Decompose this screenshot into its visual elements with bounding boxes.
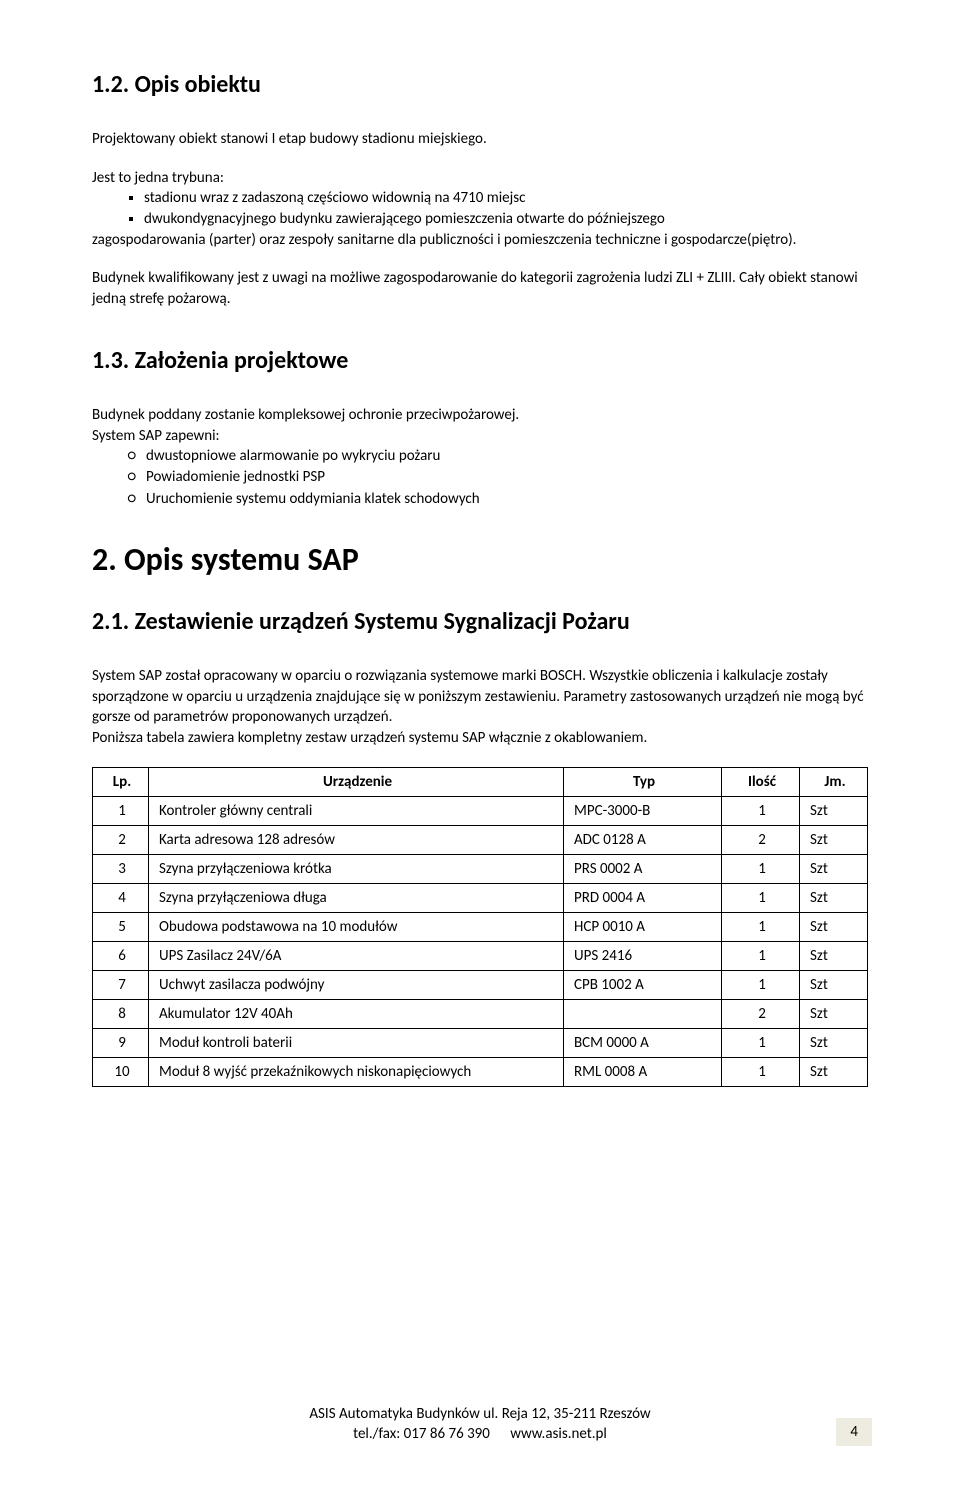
cell-urzadzenie: Szyna przyłączeniowa krótka [149, 854, 564, 883]
table-row: 1Kontroler główny centraliMPC-3000-B1Szt [93, 796, 868, 825]
cell-urzadzenie: Karta adresowa 128 adresów [149, 825, 564, 854]
cell-lp: 5 [93, 912, 149, 941]
devices-table: Lp. Urządzenie Typ Ilość Jm. 1Kontroler … [92, 767, 868, 1087]
heading-2: 2. Opis systemu SAP [92, 540, 868, 579]
bullet-list: dwustopniowe alarmowanie po wykryciu poż… [92, 446, 868, 510]
paragraph: Jest to jedna trybuna: [92, 168, 868, 189]
cell-typ [564, 999, 722, 1028]
cell-jm: Szt [800, 912, 868, 941]
paragraph: Projektowany obiekt stanowi I etap budow… [92, 129, 868, 150]
cell-lp: 2 [93, 825, 149, 854]
list-item: Uruchomienie systemu oddymiania klatek s… [146, 489, 868, 510]
cell-typ: CPB 1002 A [564, 970, 722, 999]
cell-urzadzenie: UPS Zasilacz 24V/6A [149, 941, 564, 970]
paragraph: Poniższa tabela zawiera kompletny zestaw… [92, 728, 868, 749]
table-header-row: Lp. Urządzenie Typ Ilość Jm. [93, 767, 868, 796]
cell-ilosc: 1 [722, 1028, 800, 1057]
list-item: Powiadomienie jednostki PSP [146, 467, 868, 488]
page-footer: ASIS Automatyka Budynków ul. Reja 12, 35… [0, 1405, 960, 1444]
paragraph: zagospodarowania (parter) oraz zespoły s… [92, 230, 868, 251]
cell-typ: HCP 0010 A [564, 912, 722, 941]
cell-lp: 1 [93, 796, 149, 825]
col-header-ilosc: Ilość [722, 767, 800, 796]
page-number: 4 [836, 1418, 872, 1446]
cell-jm: Szt [800, 1057, 868, 1086]
cell-jm: Szt [800, 825, 868, 854]
heading-1-2: 1.2. Opis obiektu [92, 70, 868, 99]
cell-lp: 10 [93, 1057, 149, 1086]
table-row: 9Moduł kontroli bateriiBCM 0000 A1Szt [93, 1028, 868, 1057]
cell-typ: ADC 0128 A [564, 825, 722, 854]
table-row: 3Szyna przyłączeniowa krótkaPRS 0002 A1S… [93, 854, 868, 883]
cell-urzadzenie: Uchwyt zasilacza podwójny [149, 970, 564, 999]
cell-lp: 9 [93, 1028, 149, 1057]
table-row: 6UPS Zasilacz 24V/6AUPS 24161Szt [93, 941, 868, 970]
cell-lp: 4 [93, 883, 149, 912]
cell-jm: Szt [800, 883, 868, 912]
table-row: 8Akumulator 12V 40Ah 2Szt [93, 999, 868, 1028]
cell-typ: BCM 0000 A [564, 1028, 722, 1057]
paragraph: System SAP został opracowany w oparciu o… [92, 666, 868, 728]
cell-ilosc: 1 [722, 941, 800, 970]
cell-lp: 8 [93, 999, 149, 1028]
cell-lp: 6 [93, 941, 149, 970]
list-item: dwukondygnacyjnego budynku zawierającego… [144, 209, 868, 230]
cell-ilosc: 2 [722, 999, 800, 1028]
cell-jm: Szt [800, 854, 868, 883]
cell-typ: RML 0008 A [564, 1057, 722, 1086]
document-page: 1.2. Opis obiektu Projektowany obiekt st… [0, 0, 960, 1488]
cell-ilosc: 1 [722, 912, 800, 941]
footer-line1: ASIS Automatyka Budynków ul. Reja 12, 35… [309, 1405, 650, 1423]
table-row: 2Karta adresowa 128 adresówADC 0128 A2Sz… [93, 825, 868, 854]
bullet-list: stadionu wraz z zadaszoną częściowo wido… [92, 188, 868, 229]
cell-ilosc: 1 [722, 1057, 800, 1086]
cell-jm: Szt [800, 999, 868, 1028]
cell-typ: PRS 0002 A [564, 854, 722, 883]
table-row: 5Obudowa podstawowa na 10 modułówHCP 001… [93, 912, 868, 941]
cell-jm: Szt [800, 970, 868, 999]
cell-jm: Szt [800, 941, 868, 970]
cell-ilosc: 1 [722, 883, 800, 912]
cell-lp: 7 [93, 970, 149, 999]
footer-line2: tel./fax: 017 86 76 390 www.asis.net.pl [353, 1425, 607, 1443]
cell-urzadzenie: Moduł kontroli baterii [149, 1028, 564, 1057]
cell-typ: MPC-3000-B [564, 796, 722, 825]
col-header-jm: Jm. [800, 767, 868, 796]
heading-1-3: 1.3. Założenia projektowe [92, 346, 868, 375]
cell-jm: Szt [800, 796, 868, 825]
heading-2-1: 2.1. Zestawienie urządzeń Systemu Sygnal… [92, 607, 868, 636]
cell-urzadzenie: Szyna przyłączeniowa długa [149, 883, 564, 912]
cell-urzadzenie: Obudowa podstawowa na 10 modułów [149, 912, 564, 941]
paragraph: Budynek poddany zostanie kompleksowej oc… [92, 405, 868, 426]
paragraph: System SAP zapewni: [92, 426, 868, 447]
list-item: stadionu wraz z zadaszoną częściowo wido… [144, 188, 868, 209]
col-header-typ: Typ [564, 767, 722, 796]
cell-typ: UPS 2416 [564, 941, 722, 970]
cell-urzadzenie: Akumulator 12V 40Ah [149, 999, 564, 1028]
cell-jm: Szt [800, 1028, 868, 1057]
cell-ilosc: 2 [722, 825, 800, 854]
cell-ilosc: 1 [722, 854, 800, 883]
list-item: dwustopniowe alarmowanie po wykryciu poż… [146, 446, 868, 467]
cell-urzadzenie: Moduł 8 wyjść przekaźnikowych niskonapię… [149, 1057, 564, 1086]
paragraph: Budynek kwalifikowany jest z uwagi na mo… [92, 268, 868, 309]
table-row: 10Moduł 8 wyjść przekaźnikowych niskonap… [93, 1057, 868, 1086]
cell-ilosc: 1 [722, 970, 800, 999]
col-header-lp: Lp. [93, 767, 149, 796]
table-row: 4Szyna przyłączeniowa długaPRD 0004 A1Sz… [93, 883, 868, 912]
cell-ilosc: 1 [722, 796, 800, 825]
col-header-urzadzenie: Urządzenie [149, 767, 564, 796]
cell-urzadzenie: Kontroler główny centrali [149, 796, 564, 825]
cell-lp: 3 [93, 854, 149, 883]
cell-typ: PRD 0004 A [564, 883, 722, 912]
table-row: 7Uchwyt zasilacza podwójnyCPB 1002 A1Szt [93, 970, 868, 999]
